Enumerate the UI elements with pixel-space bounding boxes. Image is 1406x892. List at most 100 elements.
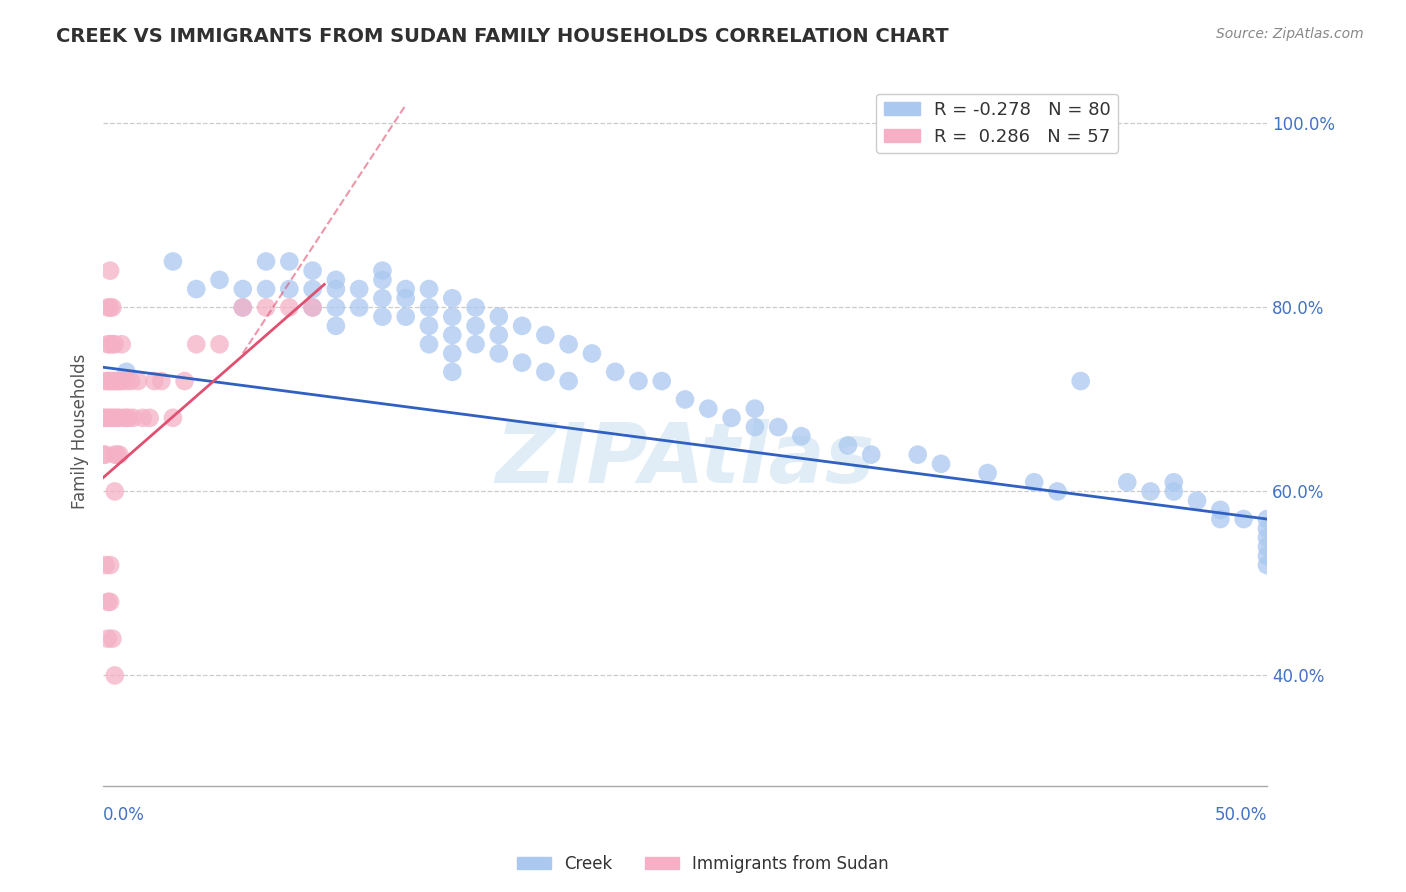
- Point: [104, 484, 127, 499]
- Point: [208, 337, 231, 351]
- Point: [534, 328, 557, 343]
- Legend: R = -0.278   N = 80, R =  0.286   N = 57: R = -0.278 N = 80, R = 0.286 N = 57: [876, 94, 1118, 153]
- Point: [111, 337, 134, 351]
- Legend: Creek, Immigrants from Sudan: Creek, Immigrants from Sudan: [510, 848, 896, 880]
- Point: [98, 558, 121, 572]
- Point: [837, 438, 859, 452]
- Point: [104, 374, 127, 388]
- Point: [325, 301, 347, 315]
- Point: [1163, 475, 1185, 490]
- Point: [98, 337, 121, 351]
- Point: [1256, 549, 1278, 563]
- Point: [371, 263, 394, 277]
- Point: [1116, 475, 1139, 490]
- Point: [673, 392, 696, 407]
- Point: [254, 254, 277, 268]
- Point: [105, 448, 128, 462]
- Point: [1046, 484, 1069, 499]
- Point: [108, 410, 131, 425]
- Point: [186, 337, 208, 351]
- Point: [325, 273, 347, 287]
- Point: [162, 410, 184, 425]
- Point: [208, 273, 231, 287]
- Point: [91, 410, 114, 425]
- Y-axis label: Family Households: Family Households: [72, 354, 89, 509]
- Point: [1256, 558, 1278, 572]
- Point: [127, 374, 149, 388]
- Point: [108, 374, 131, 388]
- Point: [101, 301, 124, 315]
- Point: [122, 410, 145, 425]
- Point: [118, 410, 141, 425]
- Point: [115, 410, 138, 425]
- Point: [418, 318, 440, 333]
- Point: [464, 318, 486, 333]
- Point: [138, 410, 160, 425]
- Point: [1024, 475, 1046, 490]
- Point: [278, 254, 301, 268]
- Point: [1233, 512, 1256, 526]
- Point: [371, 273, 394, 287]
- Point: [112, 410, 135, 425]
- Point: [94, 448, 117, 462]
- Point: [395, 310, 418, 324]
- Point: [441, 328, 464, 343]
- Point: [441, 310, 464, 324]
- Point: [347, 282, 370, 296]
- Point: [1256, 521, 1278, 535]
- Point: [97, 301, 120, 315]
- Point: [115, 365, 138, 379]
- Point: [395, 291, 418, 305]
- Point: [744, 401, 766, 416]
- Point: [162, 254, 184, 268]
- Point: [605, 365, 627, 379]
- Point: [120, 374, 142, 388]
- Point: [254, 282, 277, 296]
- Point: [173, 374, 195, 388]
- Text: Source: ZipAtlas.com: Source: ZipAtlas.com: [1216, 27, 1364, 41]
- Point: [115, 374, 138, 388]
- Point: [1209, 503, 1232, 517]
- Point: [232, 282, 254, 296]
- Point: [186, 282, 208, 296]
- Point: [510, 318, 533, 333]
- Point: [97, 337, 120, 351]
- Point: [94, 410, 117, 425]
- Point: [1256, 540, 1278, 554]
- Point: [97, 410, 120, 425]
- Point: [301, 301, 323, 315]
- Point: [418, 337, 440, 351]
- Text: 0.0%: 0.0%: [103, 806, 145, 824]
- Point: [101, 374, 124, 388]
- Point: [325, 318, 347, 333]
- Point: [1256, 512, 1278, 526]
- Point: [97, 632, 120, 646]
- Point: [105, 374, 128, 388]
- Point: [488, 310, 510, 324]
- Point: [232, 301, 254, 315]
- Point: [557, 374, 579, 388]
- Point: [860, 448, 883, 462]
- Point: [101, 632, 124, 646]
- Point: [104, 448, 127, 462]
- Point: [510, 356, 533, 370]
- Point: [104, 337, 127, 351]
- Point: [418, 301, 440, 315]
- Point: [91, 448, 114, 462]
- Point: [98, 410, 121, 425]
- Point: [1256, 531, 1278, 545]
- Text: 50.0%: 50.0%: [1215, 806, 1267, 824]
- Point: [94, 558, 117, 572]
- Point: [1185, 493, 1208, 508]
- Point: [101, 410, 124, 425]
- Point: [1139, 484, 1161, 499]
- Point: [143, 374, 166, 388]
- Point: [744, 420, 766, 434]
- Point: [131, 410, 153, 425]
- Point: [464, 337, 486, 351]
- Point: [301, 301, 323, 315]
- Point: [907, 448, 929, 462]
- Point: [111, 374, 134, 388]
- Point: [557, 337, 579, 351]
- Point: [278, 282, 301, 296]
